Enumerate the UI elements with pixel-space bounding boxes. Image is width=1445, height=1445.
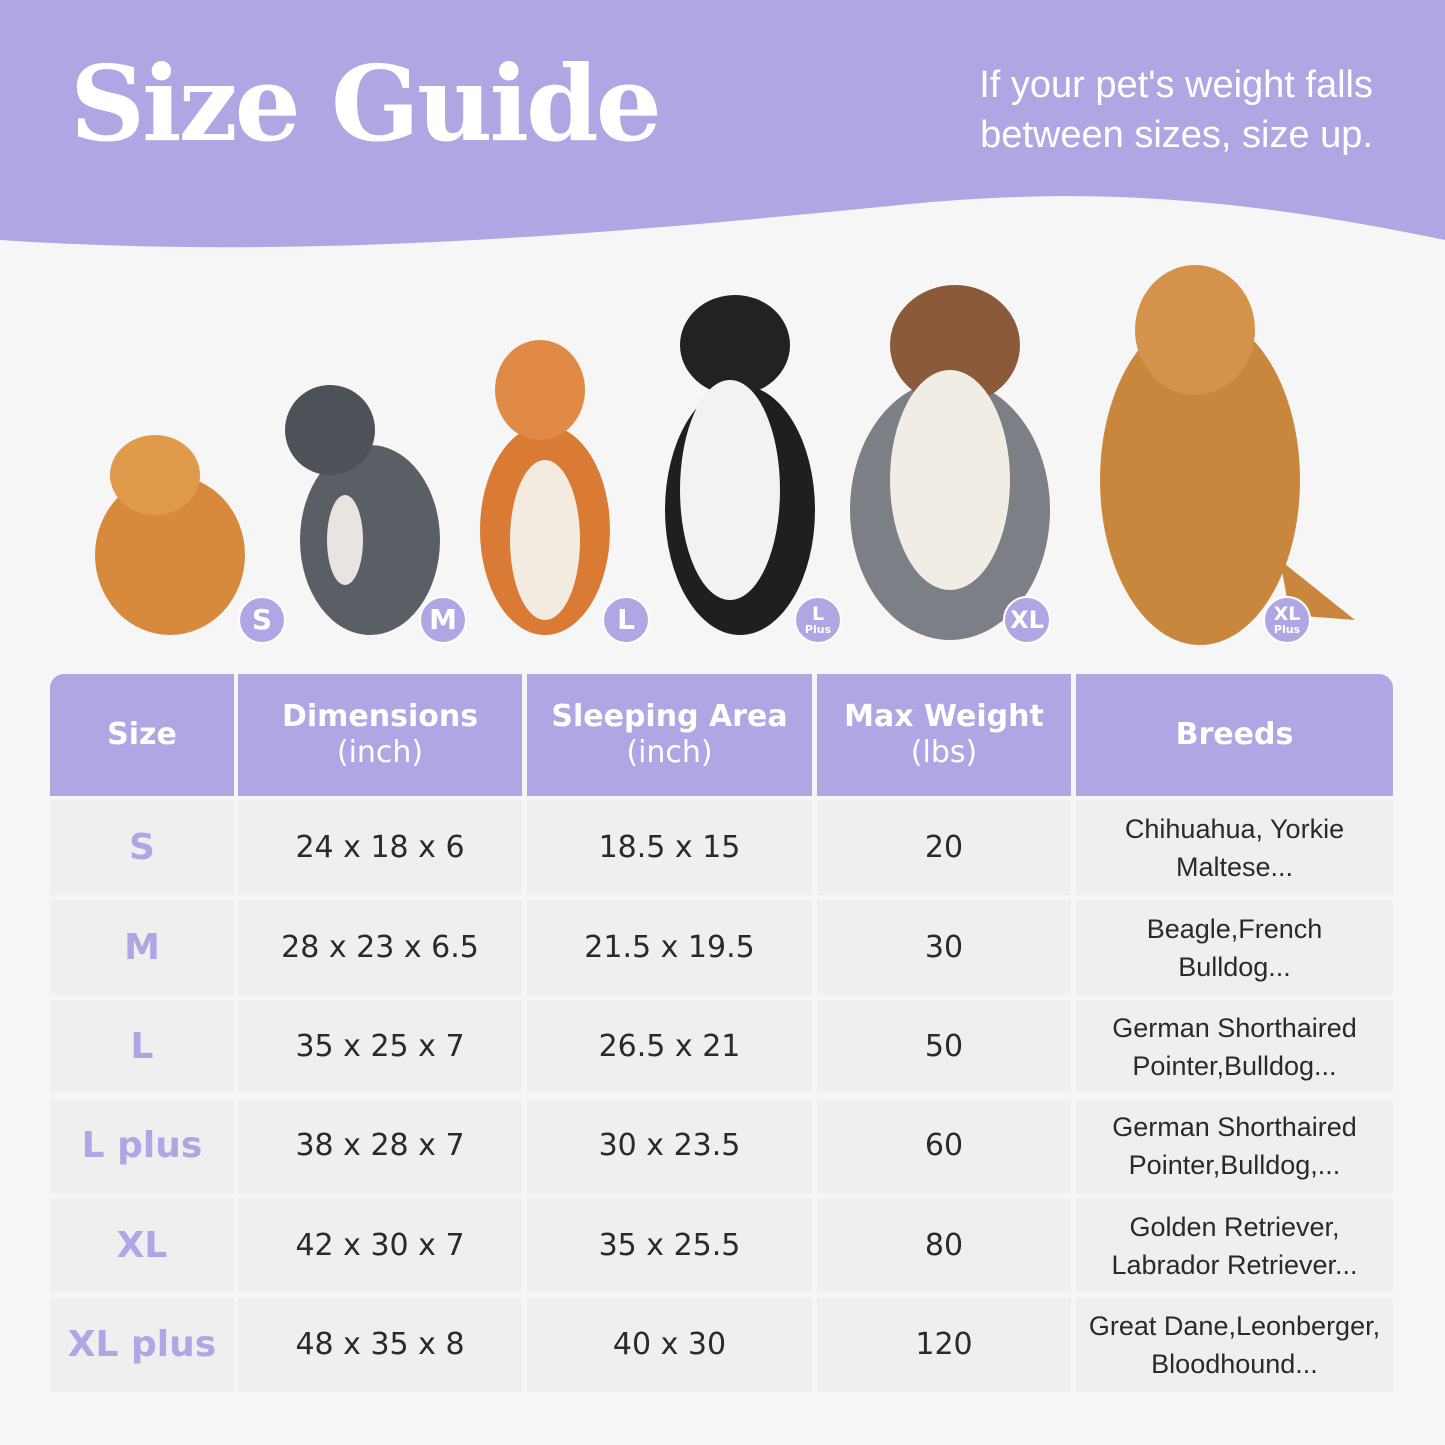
size-tip-line: If your pet's weight falls — [979, 64, 1373, 106]
cell-weight: 60 — [817, 1099, 1071, 1193]
cell-sleeping: 26.5 x 21 — [527, 1000, 812, 1093]
breeds-line: German Shorthaired — [1112, 1112, 1357, 1142]
header-label: (lbs) — [910, 735, 978, 770]
dog-french-bulldog-image — [285, 385, 440, 635]
cell-sleeping: 40 x 30 — [527, 1298, 812, 1392]
cell-weight: 30 — [817, 900, 1071, 995]
badge-label: XL — [1273, 603, 1301, 625]
breeds-line: Chihuahua, Yorkie — [1124, 813, 1345, 844]
cell-dimensions: 24 x 18 x 6 — [238, 800, 522, 895]
badge-sublabel: Plus — [1273, 623, 1301, 636]
cell-dimensions: 28 x 23 x 6.5 — [238, 900, 522, 995]
badge-label: L — [617, 603, 635, 636]
cell-dimensions: 38 x 28 x 7 — [238, 1099, 522, 1193]
badge-label: XL — [1010, 606, 1044, 634]
size-badge-xl-plus: XL Plus — [1263, 596, 1311, 644]
breeds-line: Pointer,Bulldog,... — [1128, 1150, 1341, 1180]
breeds-line: German Shorthaired — [1112, 1012, 1357, 1043]
breeds-line: Beagle,French — [1146, 913, 1323, 944]
header-cell: Breeds — [1076, 674, 1393, 796]
cell-size: M — [50, 900, 234, 995]
header-banner — [0, 0, 1445, 248]
header-label: (inch) — [336, 735, 424, 770]
badge-label: L — [811, 603, 825, 625]
cell-weight: 120 — [817, 1298, 1071, 1392]
cell-size: L — [50, 1000, 234, 1093]
breeds-line: Labrador Retriever... — [1111, 1249, 1358, 1280]
dog-border-collie-image — [665, 295, 815, 635]
size-tip: If your pet's weight falls between sizes… — [979, 60, 1373, 160]
cell-breeds: German Shorthaired Pointer,Bulldog... — [1076, 1000, 1393, 1093]
cell-weight: 80 — [817, 1198, 1071, 1293]
cell-size: S — [50, 800, 234, 895]
breeds-line: Bloodhound... — [1151, 1349, 1318, 1379]
breeds-line: Golden Retriever, — [1129, 1211, 1340, 1242]
header-cell: Dimensions (inch) — [238, 674, 522, 796]
size-tip-line: between sizes, size up. — [980, 114, 1373, 156]
size-badge-l: L — [602, 596, 650, 644]
cell-breeds: German Shorthaired Pointer,Bulldog,... — [1076, 1099, 1393, 1193]
header-label: Size — [107, 717, 177, 752]
header-label: Dimensions — [281, 699, 479, 734]
cell-size: XL plus — [50, 1298, 234, 1392]
cell-weight: 20 — [817, 800, 1071, 895]
size-badge-s: S — [238, 596, 286, 644]
header-label: Breeds — [1175, 717, 1294, 752]
breeds-line: Bulldog... — [1178, 951, 1291, 982]
header-cell: Sleeping Area (inch) — [527, 674, 812, 796]
cell-sleeping: 35 x 25.5 — [527, 1198, 812, 1293]
badge-label: M — [429, 603, 457, 636]
page-title: Size Guide — [70, 42, 662, 165]
cell-sleeping: 18.5 x 15 — [527, 800, 812, 895]
header-label: (inch) — [626, 735, 713, 770]
badge-sublabel: Plus — [804, 623, 832, 636]
header-label: Max Weight — [844, 699, 1044, 734]
size-badge-xl: XL — [1003, 596, 1051, 644]
cell-size: XL — [50, 1198, 234, 1293]
dog-pomeranian-image — [95, 435, 245, 635]
breeds-line: Pointer,Bulldog... — [1132, 1050, 1337, 1081]
cell-dimensions: 48 x 35 x 8 — [238, 1298, 522, 1392]
cell-breeds: Great Dane,Leonberger, Bloodhound... — [1076, 1298, 1393, 1392]
cell-breeds: Golden Retriever, Labrador Retriever... — [1076, 1198, 1393, 1293]
breeds-line: Maltese... — [1175, 851, 1294, 882]
cell-dimensions: 42 x 30 x 7 — [238, 1198, 522, 1293]
cell-weight: 50 — [817, 1000, 1071, 1093]
dog-australian-shepherd-image — [850, 285, 1050, 640]
header-cell: Size — [50, 674, 234, 796]
cell-breeds: Chihuahua, Yorkie Maltese... — [1076, 800, 1393, 895]
badge-label: S — [251, 603, 273, 636]
header-label: Sleeping Area — [551, 699, 788, 734]
dog-lineup — [95, 265, 1355, 645]
size-badge-l-plus: L Plus — [794, 596, 842, 644]
size-badge-m: M — [419, 596, 467, 644]
cell-dimensions: 35 x 25 x 7 — [238, 1000, 522, 1093]
header-cell: Max Weight (lbs) — [817, 674, 1071, 796]
cell-sleeping: 21.5 x 19.5 — [527, 900, 812, 995]
dog-shiba-inu-image — [480, 340, 610, 635]
cell-size: L plus — [50, 1099, 234, 1193]
cell-sleeping: 30 x 23.5 — [527, 1099, 812, 1193]
dog-golden-retriever-image — [1100, 265, 1355, 645]
cell-breeds: Beagle,French Bulldog... — [1076, 900, 1393, 995]
breeds-line: Great Dane,Leonberger, — [1088, 1311, 1381, 1341]
